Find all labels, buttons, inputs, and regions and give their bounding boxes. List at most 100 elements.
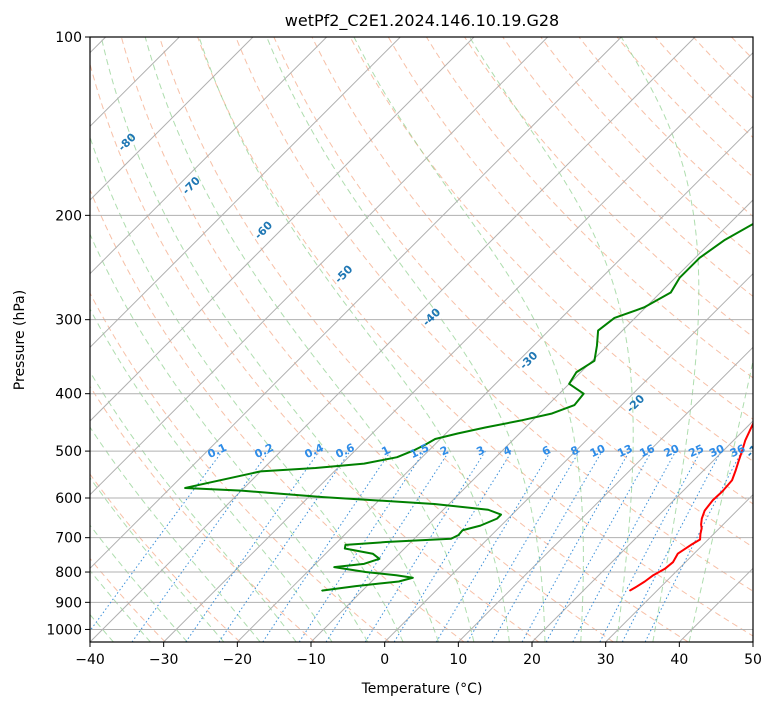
y-tick-label: 400: [55, 387, 82, 403]
moist-adiabat-line: [90, 524, 188, 642]
dry-adiabat-line: [464, 37, 753, 338]
mixing-ratio-line: [521, 450, 630, 642]
dewpoint-profile-point: [364, 571, 367, 573]
y-tick-label: 300: [55, 313, 82, 329]
dewpoint-profile-point: [593, 360, 596, 362]
dewpoint-profile-point: [573, 404, 576, 406]
dewpoint-profile-point: [597, 329, 599, 332]
temperature-profile-point: [704, 509, 706, 512]
x-tick-label: −20: [223, 652, 253, 668]
dry-adiabat-line: [159, 37, 689, 642]
mixing-ratio-line: [185, 450, 320, 642]
mixing-ratio-line: [545, 450, 653, 642]
temperature-profile-point: [699, 538, 701, 541]
y-tick-label: 1000: [46, 622, 82, 638]
mixing-ratio-label: 30: [707, 442, 727, 460]
dry-adiabat-line: [120, 37, 614, 642]
dewpoint-profile-point: [551, 412, 553, 415]
temperature-profile-point: [741, 450, 743, 452]
moist-adiabat-line: [90, 308, 333, 642]
temperature-profile-point: [737, 460, 740, 462]
dewpoint-profile-point: [240, 490, 242, 492]
dewpoint-profile-point: [596, 345, 598, 347]
temperature-profile-point: [690, 544, 692, 546]
dewpoint-profile-point: [678, 277, 681, 279]
mixing-ratio-line: [298, 450, 425, 642]
isotherm-line: [163, 51, 753, 642]
temperature-profile-point: [734, 470, 737, 472]
temperature-profile-point: [700, 523, 702, 526]
x-tick-label: 40: [670, 652, 688, 668]
moist-adiabat-line: [90, 370, 297, 642]
plot-frame: [89, 36, 754, 643]
y-tick-label: 900: [55, 595, 82, 611]
mixing-ratio-line: [325, 450, 450, 642]
moist-adiabat-line: [90, 569, 151, 642]
y-tick-label: 800: [55, 565, 82, 581]
temperature-profile-point: [721, 490, 723, 493]
dewpoint-profile-point: [355, 585, 357, 587]
dewpoint-profile-point: [496, 518, 498, 520]
moist-adiabat-line: [90, 426, 261, 642]
temperature-profile-point: [677, 553, 679, 555]
mixing-ratio-line: [131, 450, 270, 642]
dewpoint-profile-point: [424, 444, 426, 446]
mixing-ratio-label: 13: [615, 442, 634, 460]
y-axis-label: Pressure (hPa): [12, 290, 28, 390]
dewpoint-profile-point: [520, 419, 522, 422]
isotherm-line: [90, 37, 696, 642]
dewpoint-profile-point: [412, 449, 414, 452]
temperature-profile-point: [644, 580, 646, 583]
dewpoint-profile-point: [395, 574, 397, 576]
mixing-ratio-label: 25: [687, 442, 706, 460]
x-tick-label: −10: [296, 652, 326, 668]
mixing-ratio-label: 10: [588, 442, 608, 460]
dewpoint-profile-point: [613, 317, 616, 319]
dewpoint-profile-point: [398, 580, 400, 583]
dewpoint-profile-point: [372, 553, 374, 555]
dewpoint-profile-point: [479, 525, 481, 527]
temperature-profile-point: [744, 440, 746, 442]
dry-adiabat-line: [90, 385, 316, 642]
x-tick-label: −30: [149, 652, 179, 668]
dry-adiabat-line: [90, 473, 241, 642]
moist-adiabat-line: [198, 37, 510, 642]
dewpoint-profile-point: [363, 563, 365, 565]
isotherm-line: [531, 420, 753, 642]
dewpoint-profile-point: [363, 463, 365, 465]
isotherm-line: [90, 37, 549, 496]
mixing-ratio-line: [393, 450, 513, 642]
isotherm-line: [384, 272, 753, 642]
temperature-profile-point: [701, 527, 703, 529]
isotherm-line: [605, 493, 753, 642]
moist-adiabat-line: [620, 37, 700, 642]
dewpoint-profile-point: [485, 426, 487, 428]
dewpoint-profile-point: [461, 529, 464, 531]
isotherm-line: [90, 37, 401, 349]
dry-adiabat-label: -10: [743, 437, 766, 460]
series-layer: [184, 222, 753, 592]
dry-adiabat-line: [349, 37, 753, 462]
dewpoint-profile-point: [698, 257, 701, 259]
dewpoint-profile-point: [396, 456, 398, 458]
dewpoint-profile-point: [670, 291, 672, 294]
mixing-ratio-line: [218, 450, 351, 642]
y-tick-label: 500: [55, 444, 82, 460]
dewpoint-profile-point: [643, 306, 645, 308]
isotherm-line: [90, 37, 622, 570]
dewpoint-profile-point: [344, 544, 347, 546]
dewpoint-profile-point: [457, 534, 460, 536]
dry-adiabat-line: [502, 37, 753, 298]
x-tick-label: 50: [744, 652, 762, 668]
x-tick-label: 30: [597, 652, 615, 668]
temperature-profile-point: [699, 533, 702, 535]
grid-layer: [90, 37, 753, 642]
dewpoint-profile-point: [378, 558, 381, 560]
mixing-ratio-label: 16: [638, 442, 658, 460]
mixing-ratio-line: [90, 450, 223, 632]
x-tick-label: 10: [449, 652, 467, 668]
dewpoint-profile-point: [434, 438, 436, 440]
dewpoint-profile-point: [433, 503, 435, 505]
dewpoint-profile-line: [184, 222, 753, 592]
